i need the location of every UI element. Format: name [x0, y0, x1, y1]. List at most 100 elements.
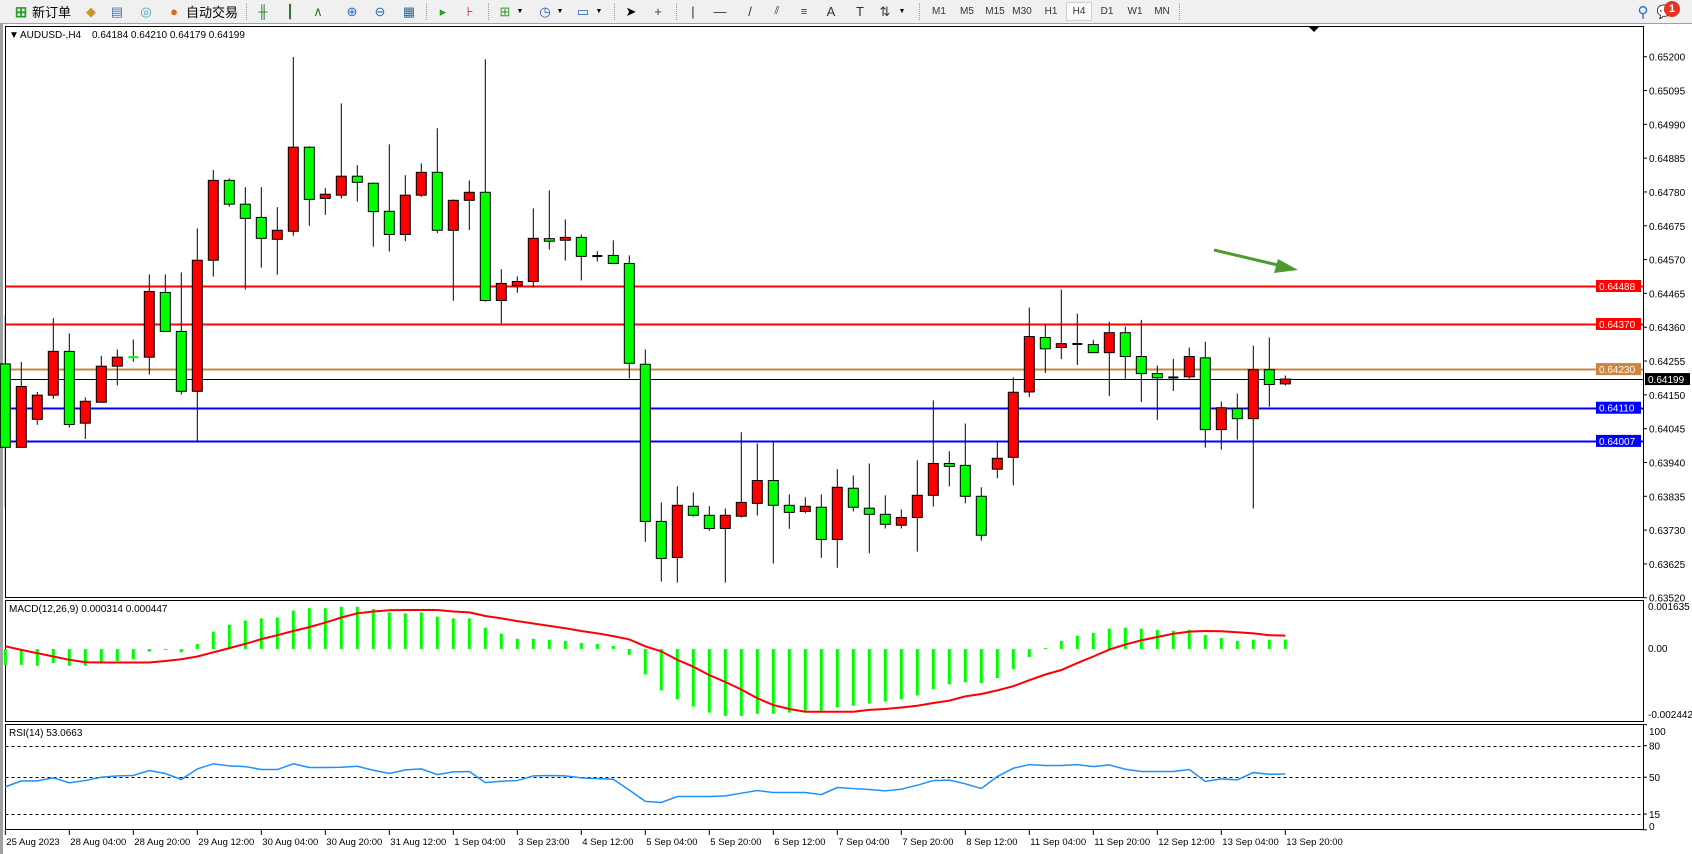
macd-histogram-bar [995, 649, 999, 679]
equidistant-channel-icon[interactable]: ⫽ [774, 5, 780, 17]
text-icon[interactable]: A [826, 4, 836, 19]
candle [592, 251, 603, 262]
price-line-label: 0.64370 [1599, 320, 1636, 331]
chevron-down-icon[interactable]: ▼ [898, 8, 906, 15]
chart-shift-marker-icon[interactable] [1309, 27, 1319, 32]
candle-body [1135, 356, 1147, 375]
navigator-icon[interactable]: ◎ [140, 3, 152, 19]
timeframe-h1[interactable]: H1 [1044, 6, 1058, 17]
candle [1199, 341, 1211, 448]
candle-body [607, 254, 619, 264]
data-window-icon[interactable]: ▤ [110, 3, 124, 19]
candle-body [351, 175, 363, 183]
arrows-icon[interactable]: ⇅ [879, 3, 891, 19]
candle [1072, 313, 1083, 365]
new-chart-icon[interactable]: ⊞ [499, 3, 511, 19]
macd-histogram-bar [1283, 639, 1287, 649]
candle [111, 349, 123, 386]
crosshair-icon[interactable]: + [654, 4, 662, 19]
price-tick-label: 0.64570 [1649, 256, 1686, 267]
macd-histogram-bar [499, 633, 503, 649]
new-order-button[interactable]: 新订单 [32, 5, 72, 20]
candle [191, 228, 203, 443]
candle [703, 506, 715, 531]
candle-body [943, 462, 955, 467]
candle-body [111, 356, 123, 367]
macd-histogram-bar [1171, 630, 1175, 649]
zoom-out-icon[interactable]: ⊖ [374, 3, 386, 19]
periods-clock-icon[interactable]: ◷ [539, 3, 551, 19]
timeframe-m30[interactable]: M30 [1012, 6, 1032, 17]
time-tick-label: 5 Sep 04:00 [646, 837, 697, 848]
tile-windows-icon[interactable]: ▦ [402, 3, 416, 19]
timeframe-m15[interactable]: M15 [985, 6, 1005, 17]
candle-body [287, 146, 299, 232]
timeframe-d1[interactable]: D1 [1100, 6, 1114, 17]
candle-body [1231, 408, 1243, 420]
new-order-icon[interactable]: ⊞ [14, 3, 28, 21]
candle [239, 187, 251, 290]
autotrade-button[interactable]: 自动交易 [186, 5, 239, 20]
chevron-down-icon[interactable]: ▼ [595, 8, 603, 15]
trendline-icon[interactable]: / [748, 4, 752, 19]
chart-shift-icon[interactable]: ⊦ [466, 3, 474, 19]
arrow-shaft[interactable] [1213, 248, 1283, 268]
line-chart-icon[interactable]: ∧ [313, 3, 323, 19]
candle-body [799, 505, 811, 512]
macd-histogram-bar [867, 649, 871, 704]
text-label-icon[interactable]: T [856, 4, 864, 19]
search-icon[interactable]: ⚲ [1637, 3, 1649, 21]
candle [95, 355, 107, 403]
timeframe-m1[interactable]: M1 [932, 6, 946, 17]
macd-histogram-bar [1011, 649, 1015, 670]
time-tick-label: 31 Aug 12:00 [390, 837, 446, 848]
price-axis[interactable]: 0.65200 0.65095 0.64990 0.64885 0.64780 0.646… [1596, 53, 1692, 833]
candle-body [831, 486, 843, 540]
fibonacci-icon[interactable]: ≡ [800, 5, 808, 18]
price-tick-label: 0.65200 [1649, 53, 1686, 64]
candlestick-chart-icon[interactable]: ┃ [286, 3, 294, 19]
candle-body [0, 363, 11, 448]
candle [943, 451, 955, 487]
trend-arrow[interactable] [1213, 248, 1298, 273]
timeframe-m5[interactable]: M5 [960, 6, 974, 17]
timeframe-w1[interactable]: W1 [1127, 6, 1143, 17]
autotrade-icon[interactable]: ● [170, 4, 178, 19]
templates-icon[interactable]: ▭ [576, 3, 590, 19]
time-axis[interactable]: 25 Aug 2023 28 Aug 04:00 28 Aug 20:00 29 Au… [4, 830, 1343, 848]
macd-histogram-bar [115, 649, 119, 661]
candle-body [863, 507, 875, 515]
chevron-down-icon[interactable]: ▼ [556, 8, 564, 15]
macd-histogram-bar [771, 649, 775, 714]
bar-chart-icon[interactable]: ╫ [258, 4, 268, 19]
candle-body [239, 203, 251, 219]
auto-scroll-icon[interactable]: ▸ [439, 3, 447, 19]
symbol-dropdown-icon[interactable]: ▼ [9, 30, 19, 41]
candle [367, 182, 379, 247]
price-line-label: 0.64007 [1599, 437, 1636, 448]
horizontal-line-icon[interactable]: — [713, 4, 727, 19]
timeframe-h4[interactable]: H4 [1066, 2, 1092, 21]
notification-badge[interactable]: 1 [1664, 1, 1680, 17]
cursor-icon[interactable]: ➤ [625, 3, 637, 19]
candle-body [1151, 373, 1163, 379]
timeframe-mn[interactable]: MN [1154, 6, 1170, 17]
market-watch-icon[interactable]: ◆ [86, 3, 96, 19]
macd-histogram-bar [1203, 634, 1207, 649]
candle [1231, 393, 1243, 440]
candle-body [31, 394, 43, 420]
zoom-in-icon[interactable]: ⊕ [346, 3, 358, 19]
vertical-line-icon[interactable]: | [691, 4, 695, 19]
macd-histogram-bar [627, 649, 631, 655]
macd-histogram-bar [339, 606, 343, 649]
price-tick-label: 0.63730 [1649, 526, 1686, 537]
candle-body [1055, 343, 1067, 349]
chevron-down-icon[interactable]: ▼ [516, 8, 524, 15]
candle [79, 397, 91, 439]
candle-body [1247, 369, 1259, 420]
candle-body [783, 504, 795, 513]
candle-body [767, 480, 779, 506]
price-tick-label: 0.64675 [1649, 222, 1686, 233]
candle [1215, 401, 1227, 450]
